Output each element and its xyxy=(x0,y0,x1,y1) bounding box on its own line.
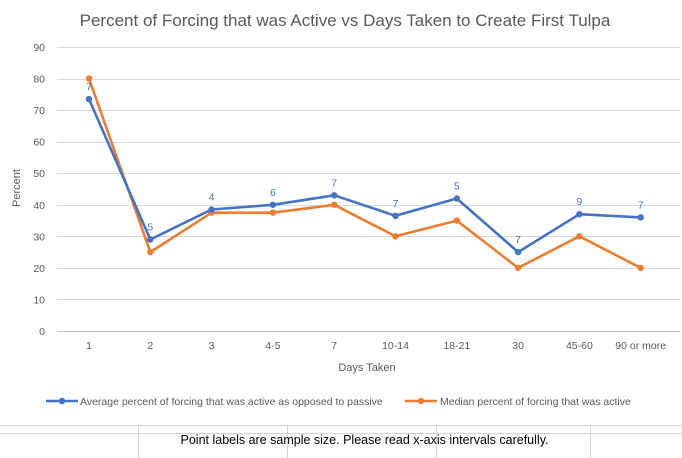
legend-label-average: Average percent of forcing that was acti… xyxy=(80,396,383,408)
legend: Average percent of forcing that was acti… xyxy=(46,396,631,408)
data-point xyxy=(514,248,522,256)
x-tick-label: 45-60 xyxy=(566,340,593,352)
point-label: 7 xyxy=(331,177,337,189)
x-tick-label: 30 xyxy=(512,340,524,352)
data-point xyxy=(331,201,338,208)
gridlines xyxy=(57,47,680,332)
point-label: 4 xyxy=(209,192,215,204)
data-point xyxy=(269,201,277,208)
chart-note: Point labels are sample size. Please rea… xyxy=(180,433,549,447)
x-tick-label: 1 xyxy=(86,340,92,352)
data-point xyxy=(637,264,644,272)
data-point xyxy=(331,192,338,199)
data-point xyxy=(453,217,460,224)
x-tick-label: 10-14 xyxy=(382,340,409,352)
point-label: 7 xyxy=(86,81,92,93)
chart-title: Percent of Forcing that was Active vs Da… xyxy=(80,11,611,30)
legend-marker-average xyxy=(58,397,66,405)
data-point xyxy=(392,233,399,240)
data-point xyxy=(576,233,583,240)
point-label: 5 xyxy=(147,221,153,233)
y-axis-ticks: 0 10 20 30 40 50 60 70 80 90 xyxy=(33,42,45,338)
series-lines xyxy=(85,75,644,272)
x-axis-ticks: 1 2 3 4-5 7 10-14 18-21 30 45-60 90 or more xyxy=(86,340,666,352)
y-axis-title: Percent xyxy=(11,169,23,207)
y-tick-label: 80 xyxy=(33,74,45,86)
point-label: 6 xyxy=(270,187,276,199)
legend-marker-median xyxy=(417,397,425,405)
series-line-1 xyxy=(87,77,643,270)
series-line-0 xyxy=(87,97,643,254)
x-tick-label: 2 xyxy=(147,340,153,352)
data-point xyxy=(208,206,215,213)
data-point xyxy=(637,214,644,221)
y-tick-label: 30 xyxy=(33,231,45,243)
line-chart: Percent of Forcing that was Active vs Da… xyxy=(11,11,680,408)
data-point xyxy=(147,248,154,256)
spreadsheet-grid xyxy=(0,425,682,458)
data-point xyxy=(392,212,399,220)
y-tick-label: 50 xyxy=(33,168,45,180)
x-tick-label: 90 or more xyxy=(615,340,666,352)
data-point xyxy=(453,195,460,202)
y-tick-label: 70 xyxy=(33,105,45,117)
data-point xyxy=(85,75,93,82)
legend-label-median: Median percent of forcing that was activ… xyxy=(440,396,631,408)
x-tick-label: 4-5 xyxy=(265,340,280,352)
x-axis-title: Days Taken xyxy=(338,362,395,374)
data-point xyxy=(576,211,583,218)
y-tick-label: 10 xyxy=(33,294,45,306)
data-point xyxy=(147,236,154,243)
point-label: 7 xyxy=(515,234,521,246)
x-tick-label: 3 xyxy=(209,340,215,352)
x-tick-label: 18-21 xyxy=(443,340,470,352)
point-label: 9 xyxy=(576,196,582,208)
y-tick-label: 90 xyxy=(33,42,45,54)
point-label: 7 xyxy=(393,198,399,210)
x-tick-label: 7 xyxy=(331,340,337,352)
data-point xyxy=(514,264,522,272)
point-labels: 7 5 4 6 7 7 5 7 9 7 xyxy=(86,81,644,246)
y-tick-label: 40 xyxy=(33,200,45,212)
point-label: 7 xyxy=(638,199,644,211)
y-tick-label: 60 xyxy=(33,137,45,149)
y-tick-label: 0 xyxy=(39,326,45,338)
y-tick-label: 20 xyxy=(33,263,45,275)
point-label: 5 xyxy=(454,180,460,192)
data-point xyxy=(85,95,93,103)
data-point xyxy=(269,209,277,216)
